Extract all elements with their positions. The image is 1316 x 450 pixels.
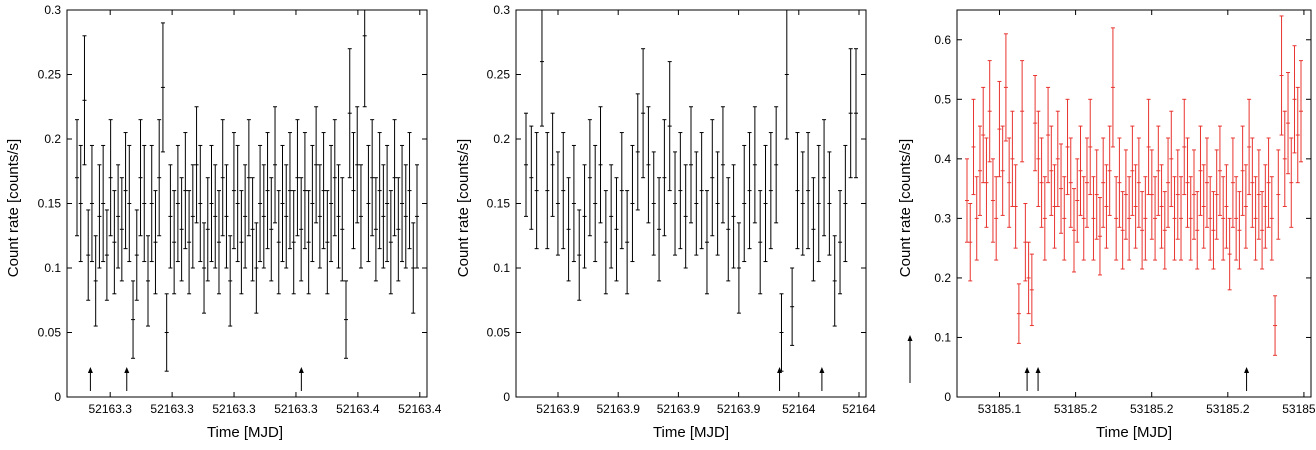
- y-axis-label-3: Count rate [counts/s]: [897, 139, 914, 277]
- x-axis-label-1: Time [MJD]: [207, 424, 283, 441]
- y-tick-label-3: 0.4: [934, 152, 951, 166]
- x-tick-label-3: 53185.2: [1206, 402, 1250, 416]
- x-tick-label-2: 52163.9: [597, 402, 641, 416]
- y-tick-label-1: 0: [54, 390, 61, 404]
- x-axis-label-3: Time [MJD]: [1096, 424, 1172, 441]
- data-group-2: [524, 10, 858, 372]
- y-axis-label-1: Count rate [counts/s]: [5, 139, 22, 277]
- data-group-3: [965, 15, 1303, 356]
- y-tick-label-2: 0.3: [493, 3, 510, 17]
- y-tick-label-1: 0.25: [38, 68, 62, 82]
- lightcurve-panel-2: Count rate [counts/s] Time [MJD] 0 0.05 0.…: [455, 3, 876, 441]
- dip-arrow-head: [819, 367, 825, 373]
- dip-arrow-head: [777, 367, 783, 373]
- y-tick-label-3: 0.2: [934, 271, 951, 285]
- dip-arrow-head: [1035, 367, 1041, 373]
- dip-arrow-head: [907, 335, 913, 341]
- lightcurve-panel-1: Count rate [counts/s] Time [MJD] 0 0.05 0.…: [5, 3, 442, 441]
- dip-arrow-head: [87, 367, 93, 373]
- y-tick-label-2: 0.25: [487, 68, 511, 82]
- dip-arrow-head: [298, 367, 304, 373]
- dip-arrow-head: [124, 367, 130, 373]
- x-tick-label-3: 53185.2: [1054, 402, 1098, 416]
- y-tick-label-3: 0.6: [934, 33, 951, 47]
- y-tick-label-3: 0.1: [934, 330, 951, 344]
- y-tick-label-3: 0: [944, 390, 951, 404]
- x-tick-label-2: 52164: [782, 402, 816, 416]
- data-group-1: [75, 10, 419, 372]
- x-tick-label-1: 52163.4: [336, 402, 380, 416]
- y-tick-label-3: 0.3: [934, 211, 951, 225]
- x-tick-label-2: 52163.9: [717, 402, 761, 416]
- y-tick-label-2: 0.05: [487, 326, 511, 340]
- x-axis-label-2: Time [MJD]: [653, 424, 729, 441]
- y-tick-label-1: 0.15: [38, 197, 62, 211]
- y-tick-label-3: 0.5: [934, 92, 951, 106]
- y-tick-label-2: 0.1: [493, 261, 510, 275]
- y-axis-label-2: Count rate [counts/s]: [455, 139, 472, 277]
- x-tick-label-1: 52163.3: [212, 402, 256, 416]
- x-tick-label-2: 52164: [842, 402, 876, 416]
- y-tick-label-2: 0.2: [493, 132, 510, 146]
- lightcurve-panel-3: Count rate [counts/s] Time [MJD] 0 0.1 0.2…: [897, 9, 1316, 441]
- x-tick-label-1: 52163.3: [89, 402, 133, 416]
- x-tick-label-2: 52163.9: [657, 402, 701, 416]
- y-tick-label-1: 0.2: [44, 132, 61, 146]
- y-tick-label-2: 0: [503, 390, 510, 404]
- y-tick-label-2: 0.15: [487, 197, 511, 211]
- x-tick-label-1: 52163.3: [274, 402, 318, 416]
- x-tick-label-3: 53185.2: [1282, 402, 1316, 416]
- y-tick-label-1: 0.1: [44, 261, 61, 275]
- y-tick-label-1: 0.3: [44, 3, 61, 17]
- x-tick-label-1: 52163.4: [398, 402, 442, 416]
- dip-arrow-head: [1244, 367, 1250, 373]
- x-tick-label-3: 53185.2: [1130, 402, 1174, 416]
- x-tick-label-3: 53185.1: [978, 402, 1022, 416]
- x-tick-label-1: 52163.3: [150, 402, 194, 416]
- x-tick-label-2: 52163.9: [536, 402, 580, 416]
- plot-frame-3: [956, 9, 1312, 398]
- dip-arrow-head: [1024, 367, 1030, 373]
- y-tick-label-1: 0.05: [38, 326, 62, 340]
- plot-frame-1: [66, 9, 428, 398]
